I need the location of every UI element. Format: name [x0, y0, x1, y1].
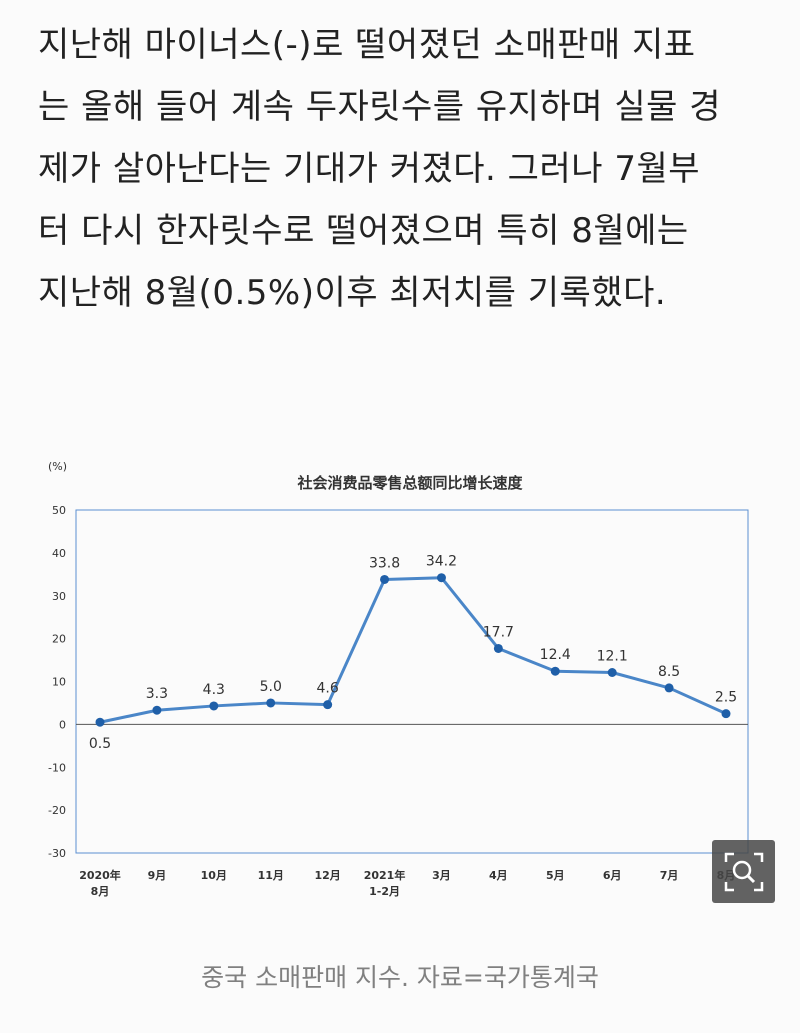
chart-svg: (%) 社会消费品零售总额同比增长速度 50 40 30 20 10 0 -10 -20 -30…: [48, 460, 749, 898]
x-tick-label: 1-2月: [369, 885, 400, 898]
y-tick-label: 50: [52, 504, 66, 517]
data-point: [550, 666, 560, 676]
zoom-button[interactable]: [712, 840, 775, 903]
data-label: 4.3: [203, 682, 225, 698]
magnify-icon: [724, 852, 763, 891]
article-line: 지난해 8월(0.5%)이후 최저치를 기록했다.: [38, 273, 667, 313]
data-label: 2.5: [715, 690, 737, 706]
data-label: 0.5: [89, 736, 111, 752]
plot-frame: [75, 509, 749, 854]
data-point: [209, 701, 219, 711]
chart-title: 社会消费品零售总额同比增长速度: [296, 474, 523, 492]
data-point: [664, 683, 674, 693]
data-label: 33.8: [369, 555, 400, 571]
data-label: 4.6: [317, 681, 339, 697]
data-point: [493, 643, 503, 653]
y-tick-label: -20: [48, 804, 66, 817]
data-label: 5.0: [260, 679, 282, 695]
series-line: [99, 576, 727, 724]
y-tick-label: 40: [52, 547, 66, 560]
x-tick-label: 4月: [489, 869, 508, 882]
retail-sales-chart: (%) 社会消费品零售总额同比增长速度 50 40 30 20 10 0 -10 -20 -30…: [30, 448, 780, 918]
data-point: [607, 667, 617, 677]
data-point: [323, 700, 333, 710]
y-tick-label: 0: [59, 718, 66, 731]
article-line: 는 올해 들어 계속 두자릿수를 유지하며 실물 경: [38, 87, 721, 127]
y-tick-label: -10: [48, 761, 66, 774]
data-point: [95, 717, 105, 727]
data-point: [266, 698, 276, 708]
x-tick-label: 11月: [258, 869, 284, 882]
data-label: 12.1: [597, 648, 628, 664]
data-point: [436, 573, 446, 583]
y-tick-label: -30: [48, 847, 66, 860]
data-point: [721, 709, 731, 719]
x-tick-label: 2021年: [364, 868, 406, 882]
data-point: [380, 574, 390, 584]
data-label: 3.3: [146, 686, 168, 702]
x-tick-label: 2020年: [79, 868, 121, 882]
y-tick-label: 10: [52, 676, 66, 689]
x-tick-label: 10月: [201, 869, 227, 882]
article-line: 지난해 마이너스(-)로 떨어졌던 소매판매 지표: [38, 25, 696, 65]
y-tick-label: 20: [52, 633, 66, 646]
x-tick-label: 5月: [546, 869, 565, 882]
article-line: 터 다시 한자릿수로 떨어졌으며 특히 8월에는: [38, 211, 689, 251]
data-label: 12.4: [540, 647, 571, 663]
data-label: 8.5: [658, 664, 680, 680]
data-point: [152, 705, 162, 715]
data-label: 34.2: [426, 554, 457, 570]
figure-caption: 중국 소매판매 지수. 자료=국가통계국: [201, 963, 599, 992]
y-unit-label: (%): [48, 460, 67, 473]
x-tick-label: 6月: [603, 869, 622, 882]
article-line: 제가 살아난다는 기대가 커졌다. 그러나 7월부: [38, 149, 701, 189]
x-tick-label: 12月: [314, 869, 340, 882]
x-tick-label: 9月: [148, 869, 167, 882]
article-text: 지난해 마이너스(-)로 떨어졌던 소매판매 지표 는 올해 들어 계속 두자릿…: [38, 14, 778, 324]
y-tick-label: 30: [52, 590, 66, 603]
x-tick-label: 7月: [660, 869, 679, 882]
x-tick-label: 8月: [91, 885, 110, 898]
x-tick-label: 3月: [432, 869, 451, 882]
data-label: 17.7: [483, 624, 514, 640]
